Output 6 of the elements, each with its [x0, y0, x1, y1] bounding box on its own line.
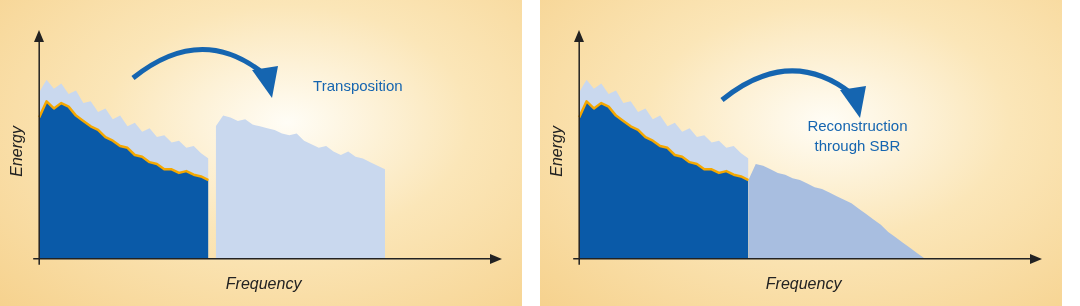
- annotation: Reconstruction through SBR: [807, 116, 908, 154]
- x-axis-title: Frequency: [225, 274, 303, 292]
- y-axis-title: Energy: [8, 125, 26, 177]
- y-axis-title: Energy: [548, 125, 566, 177]
- x-axis-title: Frequency: [765, 274, 843, 292]
- annotation: Transposition: [313, 77, 403, 95]
